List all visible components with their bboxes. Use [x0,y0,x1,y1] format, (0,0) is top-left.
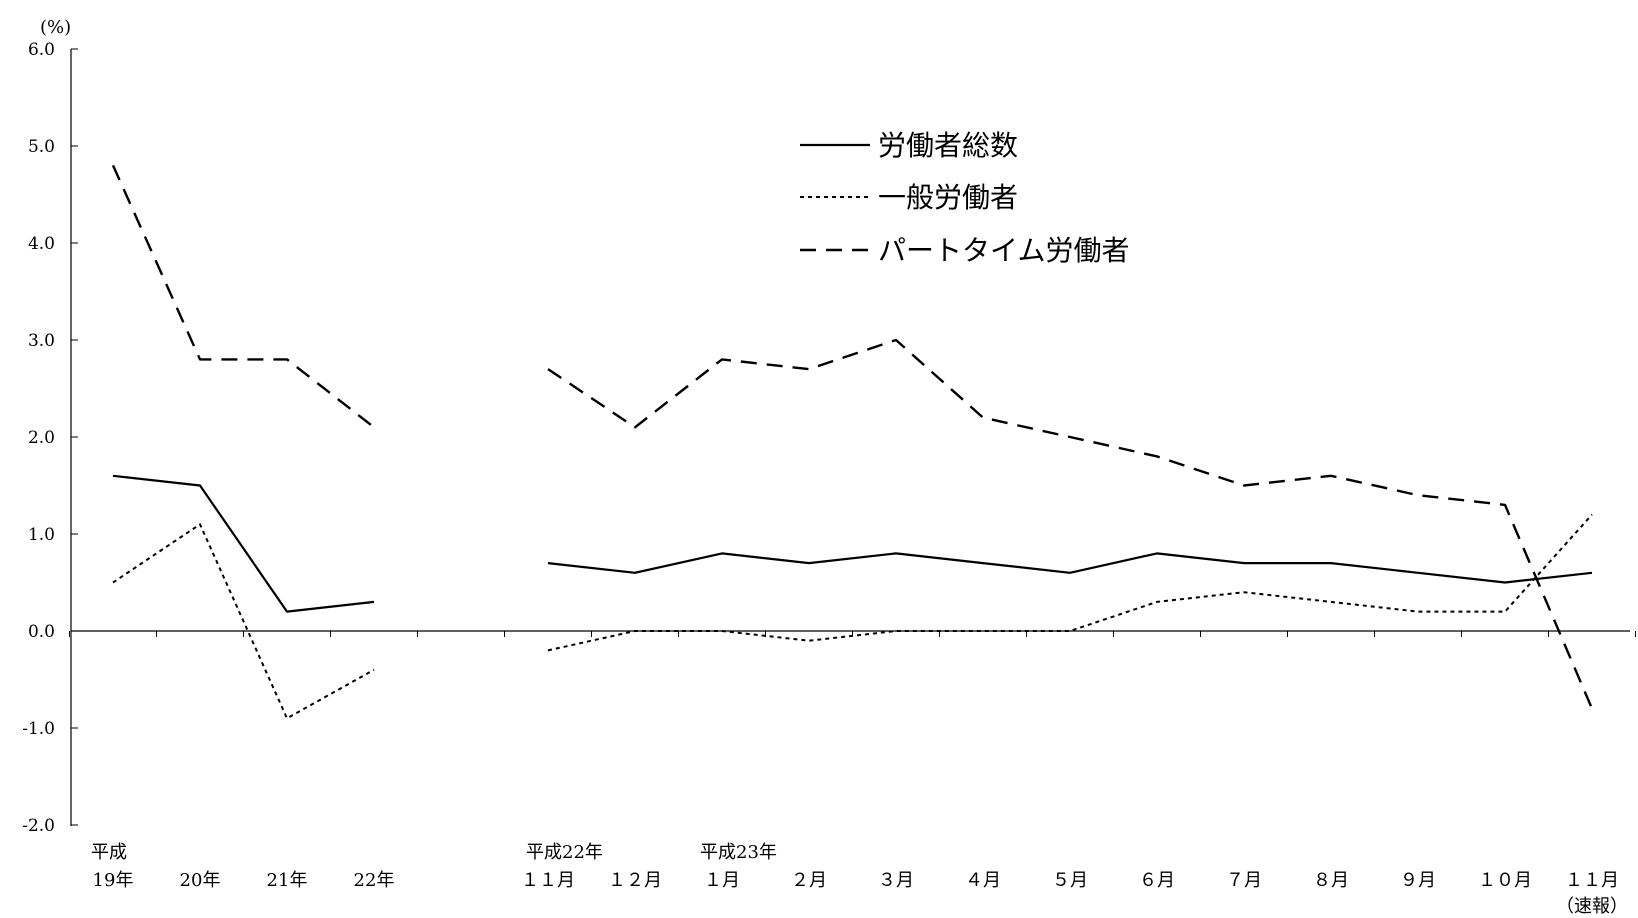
x-tick-label: １０月 [1478,870,1532,891]
legend-label-parttime: パートタイム労働者 [878,234,1129,267]
y-tick-label: 3.0 [28,331,55,351]
y-tick-label: 2.0 [28,428,55,448]
legend: 労働者総数 一般労働者 パートタイム労働者 [800,129,1129,267]
x-tick-label-note: （速報） [1556,896,1628,917]
series-line-dashed-segment-1 [111,164,375,429]
series-line-dotted-segment-1 [112,523,375,720]
y-tick-label: 1.0 [28,525,55,545]
x-axis: 平成 19年 20年 21年 22年 平成22年 １１月 １２月 平成23年 １月 ２月 ３月 ４月 ５月… [69,630,1636,917]
x-tick-label-top: 平成23年 [700,842,777,863]
x-tick-label: 20年 [180,870,221,891]
x-tick-label: ７月 [1226,870,1262,891]
x-tick-label: ２月 [791,870,827,891]
x-tick-label: 21年 [267,870,308,891]
y-tick-label: 0.0 [28,622,55,642]
x-tick-label: ３月 [878,870,914,891]
legend-label-total: 労働者総数 [878,129,1018,162]
y-tick-label: 5.0 [28,137,55,157]
series-line-dotted-segment-2 [547,513,1593,652]
y-tick-label: -1.0 [22,719,55,739]
x-tick-label: １１月 [1565,870,1619,891]
series-line-solid-segment-2 [547,552,1593,584]
series-lines [111,164,1594,720]
x-tick-label-top: 平成 [91,842,127,863]
y-axis: 6.0 5.0 4.0 3.0 2.0 1.0 0.0 -1.0 -2.0 [22,40,78,836]
x-tick-label: ４月 [965,870,1001,891]
x-tick-label: １１月 [521,870,575,891]
x-tick-label: 22年 [354,870,395,891]
y-unit-label: (%) [40,17,71,38]
y-tick-label: 4.0 [28,234,55,254]
x-tick-label: ８月 [1313,870,1349,891]
y-tick-label: 6.0 [28,40,55,60]
y-tick-label: -2.0 [22,816,55,836]
series-line-solid-segment-1 [112,474,375,613]
x-tick-label: ６月 [1139,870,1175,891]
legend-label-general: 一般労働者 [878,181,1018,214]
x-tick-label: ５月 [1052,870,1088,891]
x-tick-label: 19年 [93,870,134,891]
x-tick-label: ９月 [1400,870,1436,891]
x-tick-label: １２月 [608,870,662,891]
series-line-dashed-segment-2 [547,338,1594,710]
x-tick-label-top: 平成22年 [526,842,603,863]
x-tick-label: １月 [704,870,740,891]
